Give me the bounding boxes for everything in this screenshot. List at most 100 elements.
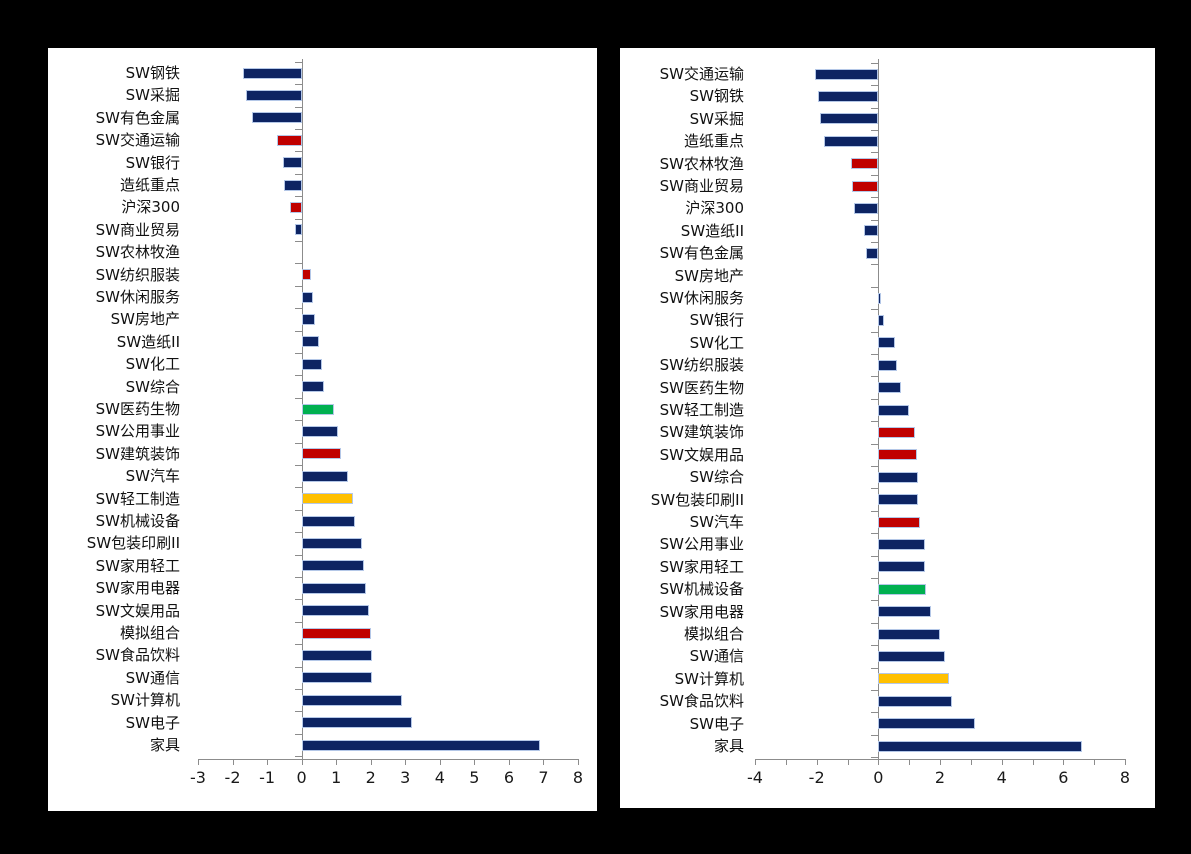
bar-positive: [301, 493, 354, 505]
category-label: SW轻工制造: [95, 489, 180, 508]
bar-negative: [251, 112, 302, 124]
y-axis-tick: [294, 442, 302, 444]
category-label: SW公用事业: [659, 535, 744, 554]
y-axis-tick: [294, 465, 302, 466]
x-tick-label: 0: [296, 768, 307, 787]
category-label: SW家用电器: [659, 602, 744, 621]
category-label: SW汽车: [689, 513, 744, 531]
category-label: SW文娱用品: [659, 445, 744, 464]
y-axis-tick: [294, 308, 302, 310]
bar-positive: [301, 515, 356, 527]
y-axis-tick: [871, 107, 879, 109]
y-axis-tick: [294, 397, 302, 399]
y-axis-tick: [294, 263, 302, 265]
y-axis-tick: [871, 667, 879, 669]
category-label: SW综合: [125, 377, 180, 396]
bar-negative: [852, 180, 879, 192]
y-axis-tick: [871, 152, 879, 154]
y-axis-tick: [871, 466, 879, 467]
x-axis-tick: [1094, 759, 1096, 765]
x-tick-label: 2: [365, 768, 376, 787]
y-axis-tick: [871, 600, 879, 602]
x-tick-label: 4: [434, 768, 445, 787]
y-axis-tick: [871, 309, 879, 311]
x-tick-label: 4: [996, 768, 1007, 787]
y-axis-tick: [294, 151, 302, 153]
x-tick-label: 8: [572, 768, 584, 787]
y-axis-tick: [871, 622, 879, 624]
category-label: SW房地产: [674, 266, 744, 285]
y-axis-tick: [871, 85, 879, 87]
bar-positive: [301, 269, 312, 281]
bar-negative: [864, 225, 879, 237]
x-tick-label: 1: [331, 768, 342, 787]
bar-negative: [294, 224, 302, 236]
x-axis-tick: [816, 759, 818, 765]
category-label: SW银行: [689, 311, 744, 330]
bar-negative: [277, 134, 302, 146]
category-label: SW造纸II: [680, 221, 744, 240]
bar-positive: [301, 425, 338, 437]
bar-positive: [301, 537, 363, 549]
bar-positive: [301, 672, 373, 684]
bar-positive: [878, 606, 931, 618]
bar-positive: [301, 605, 369, 617]
bar-negative: [824, 135, 879, 147]
category-label: SW文娱用品: [95, 601, 180, 620]
category-label: SW包装印刷II: [650, 490, 744, 509]
y-axis-tick: [294, 599, 302, 601]
category-label: SW造纸II: [116, 332, 180, 351]
category-label: SW机械设备: [659, 580, 744, 599]
category-label: SW休闲服务: [659, 289, 744, 307]
bar-positive: [301, 560, 364, 572]
bar-positive: [301, 470, 349, 482]
y-axis-tick: [294, 666, 302, 668]
x-axis-tick: [508, 759, 510, 765]
category-label: SW建筑装饰: [659, 423, 744, 442]
category-label: 沪深300: [121, 198, 180, 217]
y-axis-tick: [871, 242, 879, 243]
x-tick-label: -4: [747, 768, 763, 787]
y-axis-tick: [294, 577, 302, 578]
category-label: 模拟组合: [119, 624, 180, 642]
y-axis-tick: [294, 420, 302, 422]
x-tick-label: 5: [469, 768, 480, 787]
y-axis-tick: [871, 421, 879, 423]
bar-positive: [301, 358, 323, 370]
x-axis-tick: [267, 759, 269, 765]
category-label: SW电子: [125, 713, 180, 732]
x-tick-label: -2: [808, 768, 825, 787]
category-label: SW家用轻工: [659, 557, 744, 576]
category-label: SW商业贸易: [95, 220, 180, 239]
bar-positive: [301, 739, 540, 751]
category-label: SW机械设备: [95, 512, 180, 530]
y-axis-tick: [294, 509, 302, 511]
y-axis-tick: [871, 510, 879, 512]
x-axis-tick: [940, 759, 941, 765]
y-axis-tick: [294, 375, 302, 377]
y-axis-tick: [294, 621, 302, 623]
x-tick-label: -1: [259, 768, 276, 787]
category-label: SW农林牧渔: [659, 154, 744, 173]
y-axis-tick: [871, 354, 879, 355]
y-axis-tick: [294, 218, 302, 220]
y-axis-tick: [871, 174, 879, 176]
category-label: SW房地产: [110, 310, 180, 329]
category-label: SW轻工制造: [659, 401, 744, 419]
y-axis-tick: [871, 219, 879, 221]
category-label: SW钢铁: [125, 64, 180, 82]
bar-positive: [878, 561, 925, 573]
bar-positive: [878, 449, 917, 461]
y-axis-tick: [294, 756, 302, 758]
y-axis-tick: [294, 61, 302, 63]
bar-negative: [819, 113, 879, 125]
y-axis-tick: [294, 733, 302, 735]
x-axis-tick: [755, 759, 756, 765]
bar-positive: [878, 382, 902, 394]
right-bar-chart-panel: -4 -2 0 2 4 6 8 SW交通运输 SW钢铁 SW采掘 造纸重点 SW农林牧渔 SW商业贸易沪…: [620, 48, 1155, 808]
bar-negative: [289, 201, 302, 213]
y-axis-tick: [294, 353, 302, 354]
bar-positive: [878, 695, 953, 707]
category-label: SW医药生物: [659, 378, 744, 397]
